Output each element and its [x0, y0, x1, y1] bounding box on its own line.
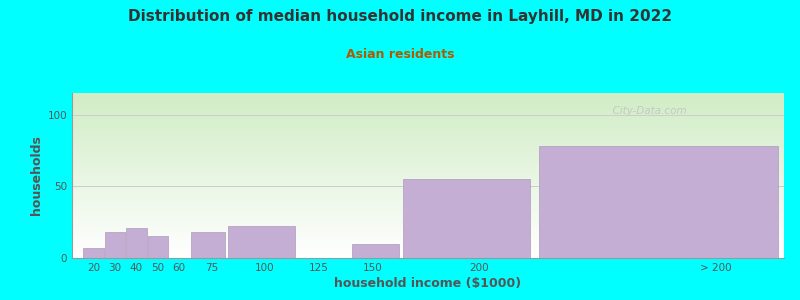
Bar — [105, 232, 125, 258]
Bar — [352, 244, 399, 258]
Bar — [83, 248, 104, 258]
Bar — [126, 228, 146, 258]
Bar — [191, 232, 226, 258]
Text: Asian residents: Asian residents — [346, 48, 454, 61]
X-axis label: household income ($1000): household income ($1000) — [334, 277, 522, 290]
Bar — [539, 146, 778, 258]
Bar — [403, 179, 530, 258]
Bar — [228, 226, 295, 258]
Text: Distribution of median household income in Layhill, MD in 2022: Distribution of median household income … — [128, 9, 672, 24]
Y-axis label: households: households — [30, 136, 43, 215]
Bar — [147, 236, 168, 258]
Text: City-Data.com: City-Data.com — [606, 106, 686, 116]
